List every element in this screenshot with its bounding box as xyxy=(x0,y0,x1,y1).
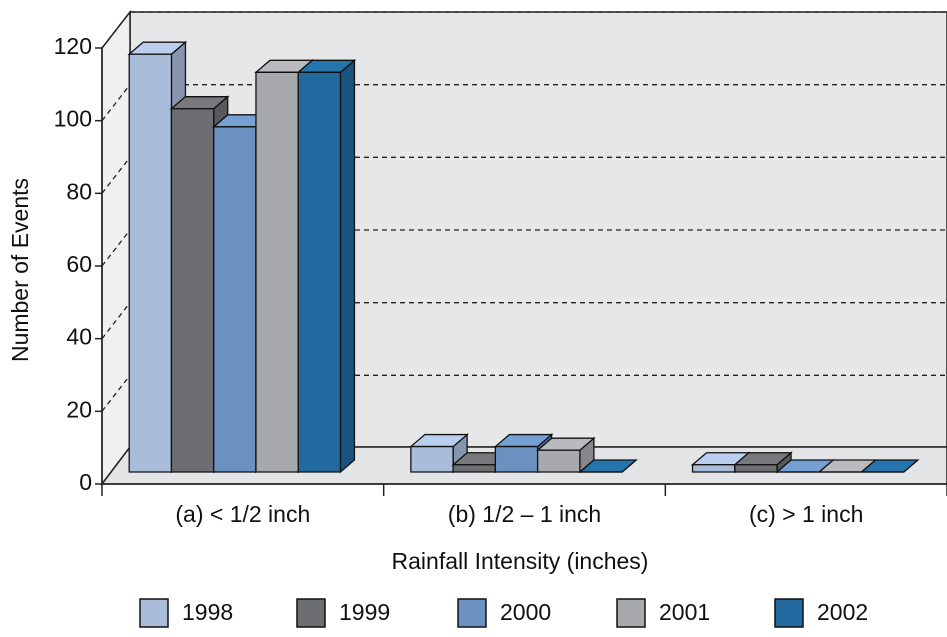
y-tick-label: 120 xyxy=(54,33,92,59)
legend-swatch xyxy=(457,598,487,628)
legend-swatch xyxy=(139,598,169,628)
legend-label: 2001 xyxy=(659,599,710,625)
bar-front xyxy=(691,464,736,473)
x-tick-label: (a) < 1/2 inch xyxy=(175,501,310,527)
grid-line xyxy=(101,374,131,412)
bar-front xyxy=(410,445,454,473)
bar xyxy=(296,58,357,474)
bar-front xyxy=(494,445,539,473)
bar xyxy=(409,433,469,474)
bar-front xyxy=(170,108,215,473)
legend-label: 2002 xyxy=(817,599,868,625)
bar xyxy=(493,433,554,474)
y-tick-label: 40 xyxy=(66,324,92,350)
y-tick-label: 60 xyxy=(66,251,92,277)
y-tick-label: 80 xyxy=(66,178,92,204)
bar-front xyxy=(452,464,497,473)
legend-swatch xyxy=(616,598,646,628)
bar-front xyxy=(213,126,257,473)
grid-line xyxy=(101,11,131,49)
bar-front xyxy=(536,449,581,473)
bar xyxy=(578,459,638,473)
x-axis-title: Rainfall Intensity (inches) xyxy=(392,548,649,574)
y-axis-title: Number of Events xyxy=(7,178,33,362)
y-tick-label: 0 xyxy=(79,469,92,495)
grid-line xyxy=(101,229,131,267)
grid-line xyxy=(101,302,131,340)
legend-swatch xyxy=(296,598,326,628)
grid-line xyxy=(101,156,131,194)
bar-front xyxy=(734,464,778,473)
bar xyxy=(733,451,793,474)
bar xyxy=(535,436,596,474)
legend-label: 1998 xyxy=(182,599,233,625)
bar-front xyxy=(297,71,342,473)
legend-label: 1999 xyxy=(339,599,390,625)
bar-front xyxy=(255,71,299,473)
x-tick-label: (c) > 1 inch xyxy=(749,501,863,527)
legend-label: 2000 xyxy=(500,599,551,625)
y-tick-label: 20 xyxy=(66,396,92,422)
legend-swatch xyxy=(774,598,804,628)
bar-side xyxy=(339,58,356,474)
x-tick-label: (b) 1/2 – 1 inch xyxy=(448,501,601,527)
bar-front xyxy=(128,53,173,473)
y-tick-label: 100 xyxy=(54,106,92,132)
grid-line xyxy=(101,84,131,122)
bar xyxy=(859,459,920,473)
